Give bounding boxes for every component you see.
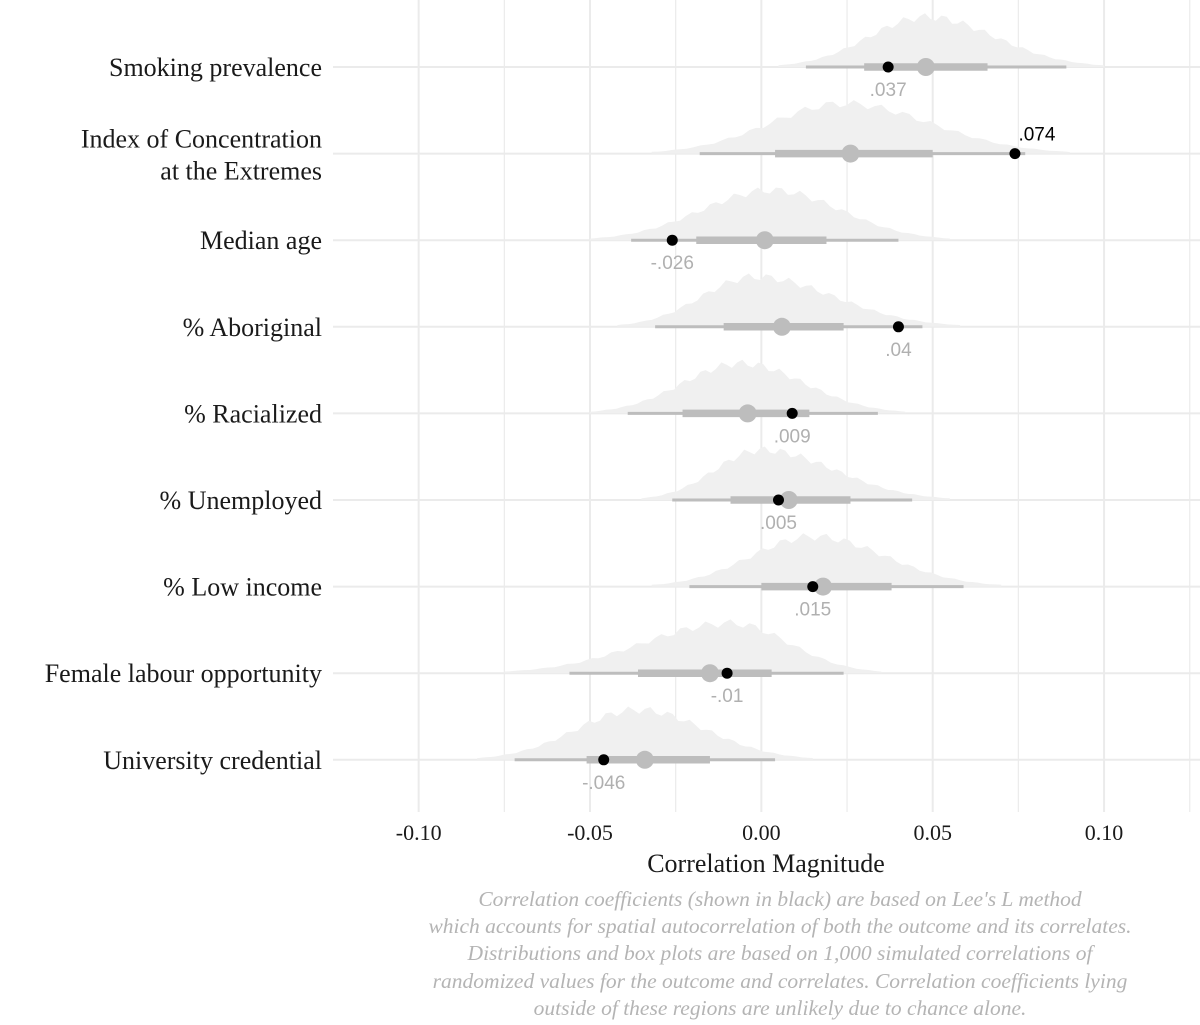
observed-value-label: .074 [1018,125,1055,146]
observed-value-label: .015 [794,600,831,621]
observed-point [892,321,904,333]
density-curve [651,533,1002,587]
median-point [772,317,791,336]
density-curve [641,446,950,500]
observed-point [1009,148,1021,160]
median-point [635,750,654,769]
y-axis-label: University credential [103,746,322,775]
simulated-distributions [476,13,1105,760]
y-axis-label: Smoking prevalence [109,53,322,82]
observed-value-label: -.046 [582,773,625,794]
median-point [779,491,798,509]
caption-line: randomized values for the outcome and co… [432,968,1128,993]
correlation-halfeye-chart: .037 .074 -.026 .04 .009 .005 .015 -.01 -.046 Sm… [45,0,1200,878]
observed-value-label: .04 [885,340,912,361]
x-tick-label: -0.10 [396,820,442,845]
x-axis-tick-labels: -0.10 -0.05 0.00 0.05 0.10 [396,820,1124,845]
caption-line: which accounts for spatial autocorrelati… [428,914,1132,939]
y-axis-labels: Smoking prevalence Index of Concentration… [45,53,322,775]
density-curve [504,619,882,674]
y-axis-label: % Low income [163,573,322,602]
chart-caption: Correlation coefficients (shown in black… [300,886,1200,1022]
observed-point [721,667,733,679]
observed-value-label: -.026 [651,253,694,274]
density-curve [617,273,961,327]
simulated-intervals [514,58,1067,769]
y-axis-label: % Racialized [184,399,322,428]
observed-value-label: .037 [870,80,907,101]
median-point [916,58,935,76]
x-tick-label: 0.10 [1085,820,1124,845]
x-axis-title: Correlation Magnitude [647,849,885,878]
density-curve [651,100,1070,154]
y-axis-label: % Aboriginal [183,313,322,342]
median-point [755,231,774,250]
median-point [738,404,757,423]
y-axis-label: Female labour opportunity [45,659,322,688]
x-tick-label: -0.05 [567,820,613,845]
density-curve [476,706,813,760]
caption-line: Distributions and box plots are based on… [467,941,1093,966]
observed-value-label: .005 [760,513,797,534]
median-point [841,144,860,163]
observed-point [772,494,784,506]
observed-point [807,581,819,593]
caption-line: outside of these regions are unlikely du… [533,995,1027,1020]
observed-point [786,407,798,419]
observed-correlations: .037 .074 -.026 .04 .009 .005 .015 -.01 -.046 [582,61,1056,794]
observed-value-label: .009 [774,426,811,447]
median-point [700,664,719,683]
x-tick-label: 0.05 [913,820,952,845]
y-axis-label: Median age [200,226,322,255]
y-axis-label: Index of Concentration [81,125,322,154]
median-point [814,577,833,596]
x-tick-label: 0.00 [742,820,781,845]
density-curve [590,359,906,414]
y-axis-label: % Unemployed [160,486,322,515]
density-curve [590,187,950,241]
y-axis-label: at the Extremes [160,157,322,186]
observed-value-label: -.01 [711,686,744,707]
caption-line: Correlation coefficients (shown in black… [478,887,1082,911]
observed-point [882,61,894,73]
observed-point [666,234,678,246]
density-curve [778,13,1105,67]
observed-point [598,754,610,766]
